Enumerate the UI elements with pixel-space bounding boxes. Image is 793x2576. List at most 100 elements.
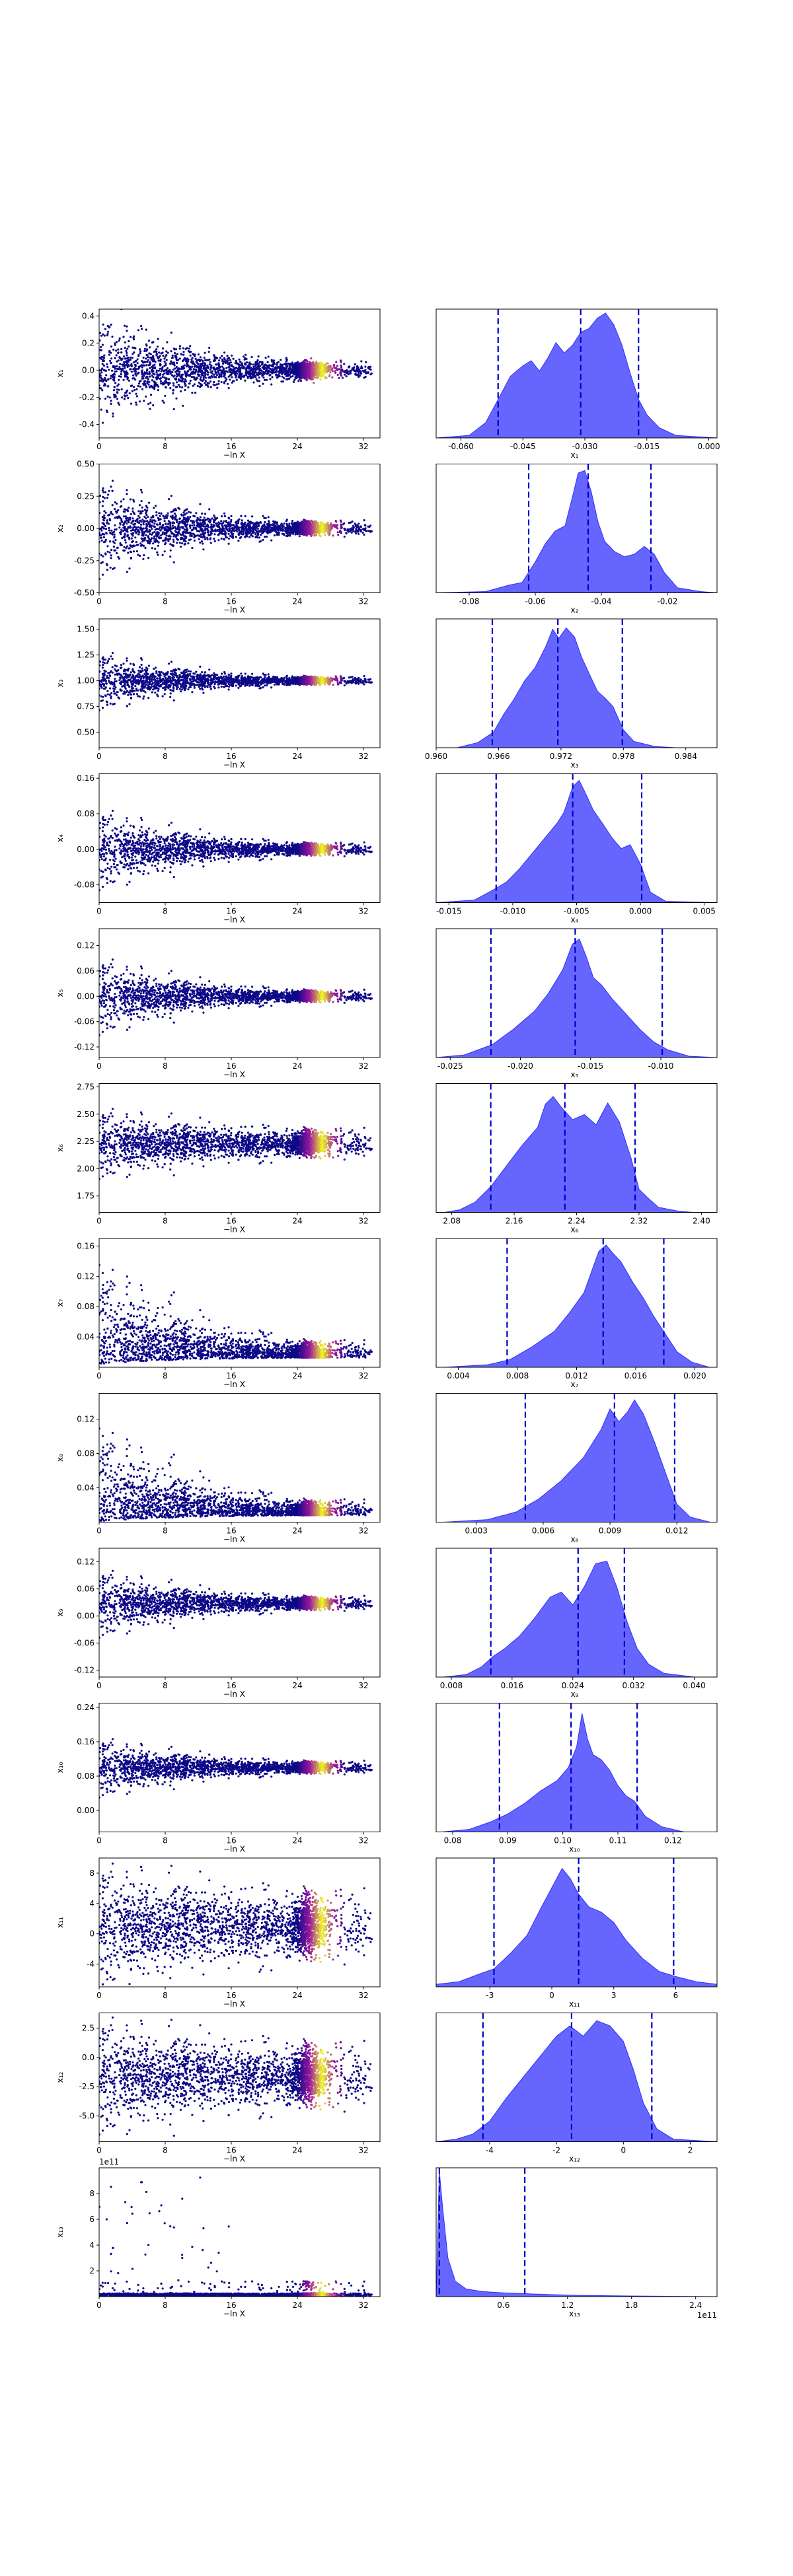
- trace-point: [287, 377, 289, 380]
- trace-point: [276, 361, 279, 365]
- trace-point: [282, 380, 284, 383]
- trace-point: [132, 346, 134, 349]
- trace-point: [99, 374, 101, 376]
- trace-point: [235, 378, 238, 381]
- trace-point: [151, 547, 153, 550]
- trace-point: [155, 511, 158, 514]
- trace-point: [111, 504, 114, 507]
- trace-point: [218, 367, 221, 369]
- trace-point: [176, 520, 178, 524]
- trace-point: [365, 372, 367, 375]
- trace-point: [178, 345, 182, 347]
- trace-point: [226, 355, 229, 357]
- trace-point: [131, 384, 133, 387]
- trace-point: [126, 351, 128, 355]
- trace-point: [326, 362, 329, 365]
- trace-point: [213, 538, 215, 540]
- trace-point: [208, 363, 211, 366]
- trace-point: [127, 519, 130, 521]
- trace-point: [153, 388, 156, 390]
- trace-point: [216, 386, 219, 389]
- trace-point: [292, 525, 295, 528]
- trace-point: [223, 515, 227, 518]
- trace-point: [288, 522, 291, 525]
- trace-point: [147, 557, 150, 559]
- trace-point: [114, 539, 117, 542]
- trace-point: [130, 556, 132, 559]
- trace-point: [163, 520, 166, 522]
- trace-point: [305, 365, 309, 368]
- trace-point: [357, 525, 359, 528]
- trace-point: [332, 365, 336, 367]
- trace-point: [125, 360, 128, 363]
- trace-point: [204, 532, 207, 534]
- trace-point: [246, 372, 249, 375]
- trace-point: [144, 520, 147, 522]
- trace-point: [153, 384, 156, 386]
- trace-point: [233, 372, 236, 375]
- trace-point: [119, 357, 122, 360]
- trace-point: [345, 375, 348, 378]
- trace-point: [204, 364, 206, 367]
- trace-point: [204, 513, 207, 515]
- trace-point: [143, 375, 145, 377]
- trace-point: [182, 367, 184, 370]
- trace-point: [248, 375, 251, 378]
- trace-point: [256, 522, 258, 525]
- trace-point: [252, 530, 255, 533]
- trace-point: [356, 374, 359, 376]
- trace-point: [152, 404, 155, 407]
- trace-point: [148, 542, 151, 544]
- trace-point: [236, 369, 239, 372]
- trace-point: [149, 519, 152, 521]
- trace-point: [339, 530, 342, 533]
- trace-point: [162, 347, 165, 350]
- trace-point: [148, 385, 151, 388]
- trace-point: [134, 360, 137, 363]
- trace-point: [178, 347, 181, 350]
- trace-point: [312, 365, 315, 367]
- trace-point: [230, 519, 233, 522]
- trace-point: [106, 569, 108, 571]
- trace-point: [152, 386, 155, 389]
- trace-point: [340, 527, 342, 530]
- trace-point: [160, 352, 163, 355]
- trace-point: [151, 375, 153, 377]
- trace-point: [147, 356, 149, 359]
- trace-point: [175, 538, 178, 540]
- trace-point: [199, 382, 202, 385]
- trace-point: [130, 336, 132, 338]
- trace-point: [213, 373, 215, 376]
- trace-point: [191, 392, 194, 394]
- trace-point: [130, 363, 133, 366]
- trace-point: [102, 491, 105, 493]
- trace-point: [222, 363, 225, 365]
- trace-point: [226, 382, 229, 385]
- trace-point: [167, 383, 170, 386]
- trace-point: [256, 363, 258, 366]
- trace-point: [213, 356, 216, 359]
- trace-point: [140, 489, 143, 491]
- trace-point: [187, 542, 190, 545]
- trace-point: [208, 534, 210, 536]
- trace-point: [147, 364, 150, 367]
- trace-point: [238, 528, 241, 532]
- trace-point: [181, 542, 184, 545]
- trace-point: [155, 369, 158, 372]
- trace-point: [329, 529, 332, 532]
- trace-point: [118, 557, 121, 560]
- trace-point: [164, 394, 167, 397]
- trace-point: [137, 367, 139, 371]
- trace-point: [223, 382, 226, 384]
- trace-point: [139, 365, 143, 367]
- trace-point: [311, 367, 314, 371]
- trace-point: [360, 365, 363, 368]
- trace-point: [199, 385, 202, 388]
- trace-point: [368, 526, 371, 528]
- trace-point: [123, 398, 126, 400]
- trace-point: [143, 382, 146, 385]
- trace-point: [322, 522, 324, 524]
- trace-point: [183, 380, 186, 383]
- hist-xtick-label: -0.060: [448, 442, 474, 451]
- trace-point: [111, 480, 114, 482]
